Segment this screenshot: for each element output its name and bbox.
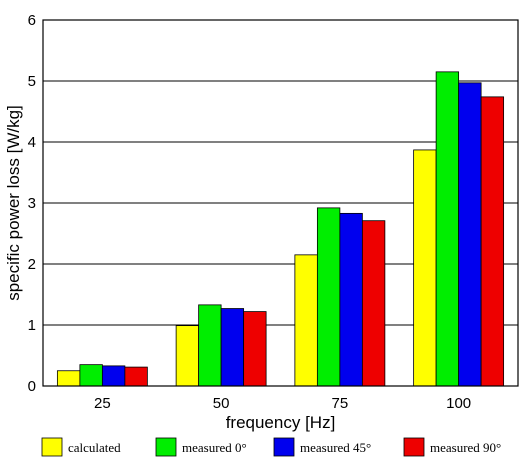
y-tick-label: 5 bbox=[28, 73, 36, 90]
bar bbox=[220, 308, 245, 387]
bar bbox=[198, 304, 222, 387]
y-axis-ticks: 0 1 2 3 4 5 6 bbox=[28, 12, 36, 395]
bar bbox=[458, 82, 482, 387]
x-tick-label: 25 bbox=[94, 395, 111, 412]
bar bbox=[361, 220, 386, 387]
bar bbox=[294, 254, 318, 387]
bar bbox=[339, 212, 363, 387]
legend-swatch bbox=[155, 437, 177, 457]
y-tick-label: 2 bbox=[28, 256, 36, 273]
bar bbox=[124, 366, 148, 387]
bar bbox=[480, 96, 505, 387]
legend-label: measured 90° bbox=[430, 440, 501, 455]
bar bbox=[243, 311, 267, 387]
y-axis-label: specific power loss [W/kg] bbox=[4, 105, 23, 301]
y-tick-label: 1 bbox=[28, 317, 36, 334]
y-tick-label: 0 bbox=[28, 378, 36, 395]
bar bbox=[101, 365, 126, 387]
y-tick-label: 3 bbox=[28, 195, 36, 212]
legend-label: measured 0° bbox=[182, 440, 247, 455]
legend-label: calculated bbox=[68, 440, 121, 455]
y-tick-label: 6 bbox=[28, 12, 36, 29]
x-tick-label: 50 bbox=[213, 395, 230, 412]
bar bbox=[79, 364, 103, 387]
legend-label: measured 45° bbox=[300, 440, 371, 455]
legend-swatch bbox=[273, 437, 295, 457]
bar bbox=[316, 207, 341, 387]
legend-swatch bbox=[403, 437, 425, 457]
legend-swatch bbox=[41, 437, 63, 457]
legend: calculated measured 0° measured 45° measure… bbox=[41, 437, 501, 457]
x-tick-label: 75 bbox=[332, 395, 349, 412]
bar bbox=[56, 370, 81, 387]
plot-frame bbox=[42, 19, 519, 387]
x-axis-ticks: 25 50 75 100 bbox=[94, 395, 471, 412]
y-tick-label: 4 bbox=[28, 134, 36, 151]
x-tick-label: 100 bbox=[446, 395, 471, 412]
x-axis-label: frequency [Hz] bbox=[226, 413, 336, 432]
bar bbox=[435, 71, 460, 387]
bar bbox=[413, 149, 437, 387]
bar bbox=[175, 325, 200, 387]
